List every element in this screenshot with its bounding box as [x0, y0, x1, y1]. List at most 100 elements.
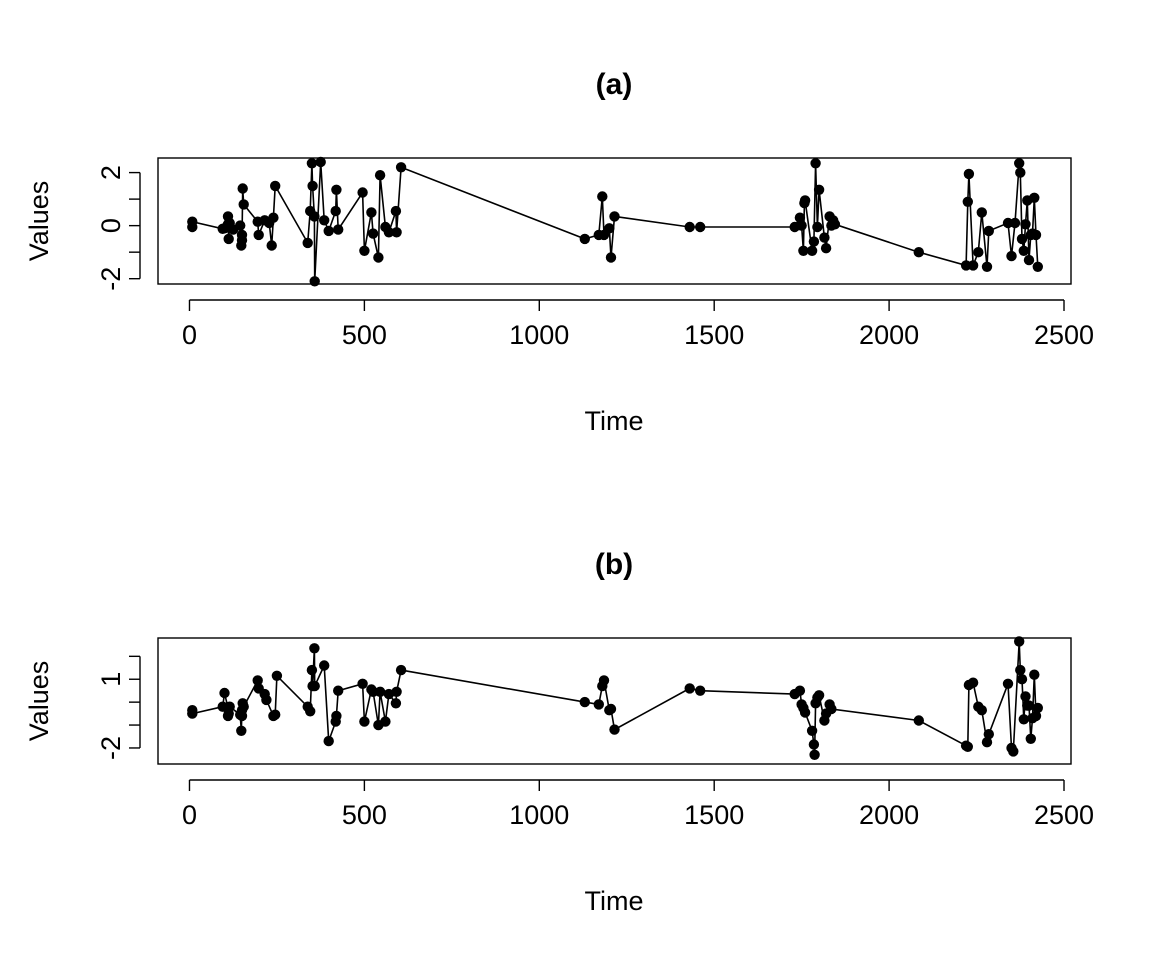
data-point — [810, 158, 821, 169]
data-point — [1025, 733, 1037, 744]
y-tick-label: 1 — [96, 672, 126, 687]
data-point — [597, 191, 608, 202]
x-tick-label: 2000 — [859, 800, 919, 830]
x-tick-label: 500 — [342, 800, 387, 830]
data-point — [684, 221, 695, 233]
data-point — [219, 687, 230, 699]
data-point — [1030, 710, 1042, 722]
data-point — [367, 228, 379, 239]
x-tick-label: 1000 — [509, 800, 569, 830]
data-point — [333, 224, 344, 235]
data-point — [359, 245, 370, 256]
data-point — [333, 685, 344, 696]
data-point — [1030, 229, 1042, 241]
data-point — [357, 187, 368, 198]
data-point — [813, 690, 825, 701]
data-point — [579, 696, 590, 708]
data-point — [598, 675, 610, 686]
plot-frame — [157, 157, 1072, 285]
data-point — [1016, 233, 1028, 245]
x-tick-label: 2500 — [1034, 800, 1094, 830]
data-point — [609, 724, 620, 735]
panel-title: (a) — [596, 68, 633, 101]
data-point — [962, 741, 973, 752]
x-tick-label: 500 — [342, 320, 387, 350]
data-point — [605, 703, 617, 715]
data-point — [237, 183, 248, 194]
data-point — [330, 205, 341, 217]
data-point — [235, 220, 246, 231]
data-point — [270, 709, 281, 720]
data-point — [808, 739, 820, 750]
data-point — [374, 170, 386, 181]
data-point — [604, 223, 615, 234]
data-point — [266, 240, 277, 251]
data-point — [1029, 669, 1040, 680]
x-axis-label: Time — [585, 406, 644, 436]
x-tick-label: 1500 — [684, 800, 744, 830]
y-axis-label: Values — [24, 181, 54, 262]
data-point — [826, 703, 837, 715]
plot-frame — [157, 637, 1072, 765]
data-point — [1018, 245, 1029, 256]
y-tick-label: 0 — [96, 218, 126, 233]
data-point — [806, 245, 818, 256]
data-point — [271, 670, 283, 681]
data-point — [695, 221, 706, 233]
data-point — [1023, 700, 1035, 711]
x-axis: 0 500 1000 1500 2000 2500 — [182, 299, 1094, 350]
y-axis: -2 0 2 — [96, 165, 141, 291]
data-point — [374, 686, 386, 697]
x-tick-label: 1000 — [509, 320, 569, 350]
data-point — [967, 260, 979, 271]
data-point — [224, 701, 235, 712]
x-tick-label: 0 — [182, 320, 197, 350]
data-point — [609, 211, 620, 222]
panel-a: (a) 0 500 1000 1500 2000 2500 -2 0 2 Time Value… — [24, 68, 1094, 436]
data-point — [1014, 636, 1025, 647]
data-point — [1029, 192, 1040, 203]
data-point — [981, 737, 993, 748]
y-axis: -2 1 — [96, 655, 141, 760]
data-point — [309, 211, 320, 222]
data-point — [380, 716, 391, 727]
data-point — [309, 643, 320, 654]
data-point — [1020, 691, 1031, 702]
data-point — [238, 701, 249, 712]
data-point — [236, 235, 248, 246]
data-point — [1032, 702, 1044, 714]
data-point — [391, 686, 402, 697]
data-point — [306, 664, 318, 676]
series-line — [191, 161, 1039, 282]
series-group — [187, 636, 1044, 760]
data-point — [359, 716, 370, 727]
data-point — [309, 680, 320, 692]
data-point — [1002, 678, 1014, 689]
data-point — [306, 158, 318, 169]
data-point — [976, 207, 987, 218]
data-point — [962, 196, 973, 207]
data-point — [973, 247, 984, 258]
data-point — [1015, 664, 1026, 676]
data-point — [1015, 167, 1026, 178]
data-point — [323, 225, 334, 237]
data-point — [270, 180, 281, 192]
data-point — [983, 225, 994, 237]
data-point — [695, 685, 706, 696]
data-point — [236, 710, 248, 722]
data-point — [799, 707, 811, 718]
data-point — [395, 162, 407, 173]
data-point — [981, 261, 993, 272]
data-point — [309, 276, 320, 287]
data-point — [1006, 250, 1017, 262]
data-point — [829, 219, 841, 230]
data-point — [809, 749, 820, 760]
data-point — [261, 694, 272, 706]
data-point — [223, 233, 234, 245]
data-point — [187, 216, 198, 227]
x-axis: 0 500 1000 1500 2000 2500 — [182, 779, 1094, 830]
data-point — [967, 677, 979, 688]
y-axis-label: Values — [24, 661, 54, 742]
y-tick-label: -2 — [96, 267, 126, 291]
